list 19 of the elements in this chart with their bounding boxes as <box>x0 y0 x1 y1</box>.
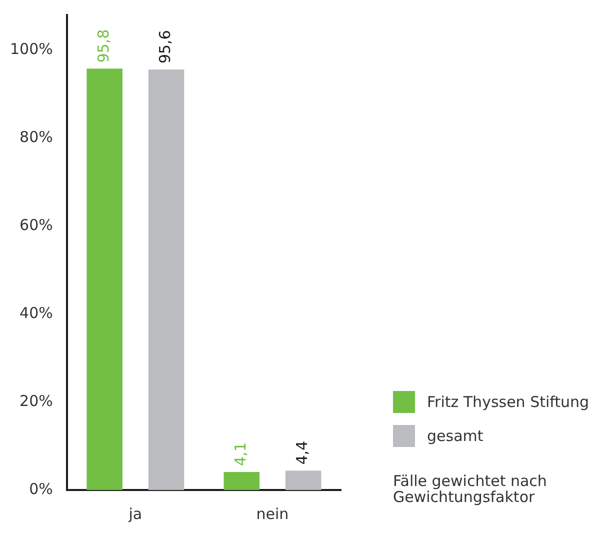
y-tick-label: 20% <box>20 392 53 410</box>
data-label: 4,1 <box>232 442 250 466</box>
text: Fälle gewichtet nach Gewichtungsfaktor <box>393 472 548 506</box>
data-label: 95,8 <box>94 29 112 63</box>
x-tick-label: ja <box>128 504 142 523</box>
data-label: 95,6 <box>156 30 174 64</box>
y-tick-label: 80% <box>20 128 53 146</box>
legend-label: Fritz Thyssen Stiftung <box>427 393 590 411</box>
bar <box>285 470 322 490</box>
data-label: 4,4 <box>293 440 312 465</box>
bar <box>148 70 184 490</box>
y-tick-label: 100% <box>10 40 53 58</box>
bar <box>86 68 122 490</box>
y-tick-label: 60% <box>20 216 53 234</box>
legend-label: gesamt <box>427 427 484 445</box>
x-tick-label: nein <box>256 504 289 523</box>
y-tick-label: 0% <box>29 480 53 498</box>
y-tick-label: 40% <box>20 304 53 322</box>
bar <box>224 472 260 490</box>
